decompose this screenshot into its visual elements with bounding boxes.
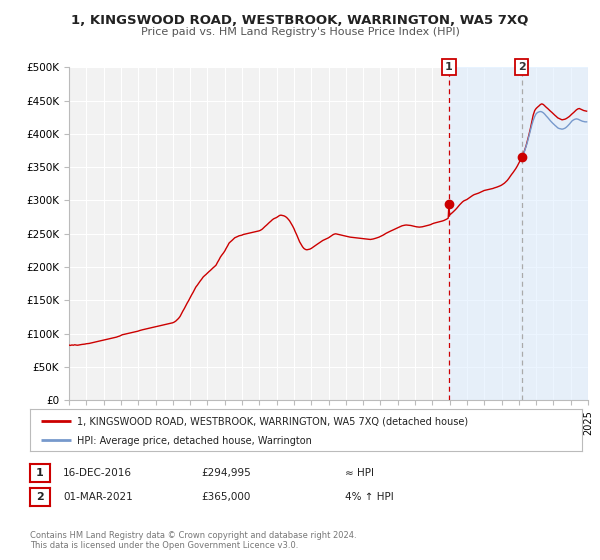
Text: 1, KINGSWOOD ROAD, WESTBROOK, WARRINGTON, WA5 7XQ: 1, KINGSWOOD ROAD, WESTBROOK, WARRINGTON…	[71, 14, 529, 27]
Text: 16-DEC-2016: 16-DEC-2016	[63, 468, 132, 478]
Bar	[449, 67, 588, 400]
Text: 2: 2	[518, 62, 526, 72]
Text: 1: 1	[445, 62, 453, 72]
Text: 1: 1	[36, 468, 44, 478]
Text: 01-MAR-2021: 01-MAR-2021	[63, 492, 133, 502]
Text: Price paid vs. HM Land Registry's House Price Index (HPI): Price paid vs. HM Land Registry's House …	[140, 27, 460, 37]
Text: £365,000: £365,000	[201, 492, 250, 502]
Text: ≈ HPI: ≈ HPI	[345, 468, 374, 478]
Text: HPI: Average price, detached house, Warrington: HPI: Average price, detached house, Warr…	[77, 436, 312, 446]
Text: 1, KINGSWOOD ROAD, WESTBROOK, WARRINGTON, WA5 7XQ (detached house): 1, KINGSWOOD ROAD, WESTBROOK, WARRINGTON…	[77, 417, 468, 426]
Text: Contains HM Land Registry data © Crown copyright and database right 2024.
This d: Contains HM Land Registry data © Crown c…	[30, 531, 356, 550]
Text: 2: 2	[36, 492, 44, 502]
Text: £294,995: £294,995	[201, 468, 251, 478]
Text: 4% ↑ HPI: 4% ↑ HPI	[345, 492, 394, 502]
